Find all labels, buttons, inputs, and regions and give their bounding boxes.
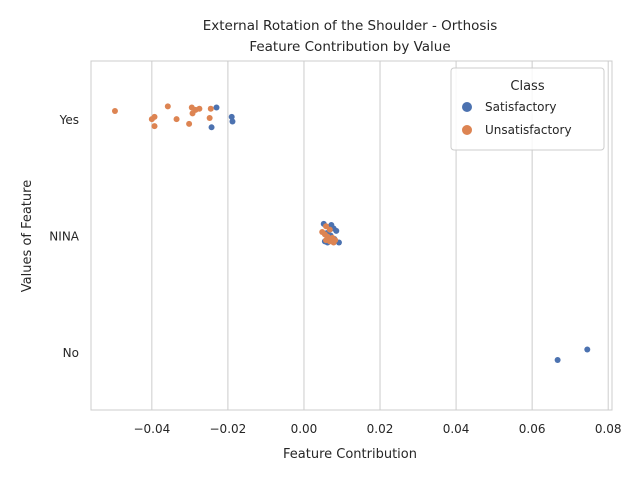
x-axis-label: Feature Contribution: [283, 447, 417, 462]
legend-label: Satisfactory: [485, 100, 557, 114]
data-point: [332, 237, 339, 244]
data-point: [111, 108, 118, 115]
data-point: [228, 113, 235, 120]
data-point: [323, 223, 330, 230]
data-point: [186, 120, 193, 127]
x-tick-label: −0.02: [210, 422, 247, 436]
data-point: [164, 103, 171, 110]
x-tick-label: 0.04: [443, 422, 470, 436]
chart-subtitle: Feature Contribution by Value: [249, 39, 450, 55]
data-point: [554, 356, 561, 363]
legend-title: Class: [510, 79, 544, 94]
x-tick-label: 0.06: [519, 422, 546, 436]
y-tick-label: Yes: [59, 113, 79, 127]
data-point: [584, 346, 591, 353]
data-point: [229, 118, 236, 125]
series-unsatisfactory: [111, 103, 339, 246]
data-point: [151, 123, 158, 130]
legend-marker: [462, 102, 472, 112]
data-point: [196, 105, 203, 112]
data-point: [333, 227, 340, 234]
x-tick-labels: −0.04 −0.02 0.00 0.02 0.04 0.06 0.08: [133, 422, 621, 436]
data-point: [206, 115, 213, 122]
data-point: [189, 110, 196, 117]
legend: Class Satisfactory Unsatisfactory: [450, 67, 605, 151]
data-point: [326, 226, 333, 233]
y-axis-label: Values of Feature: [20, 180, 35, 292]
data-point: [207, 105, 214, 112]
y-tick-label: No: [63, 346, 79, 360]
data-points: [111, 103, 591, 363]
data-point: [213, 104, 220, 111]
legend-label: Unsatisfactory: [485, 123, 572, 137]
legend-box: [450, 67, 605, 151]
y-tick-labels: Yes NINA No: [49, 113, 79, 360]
x-tick-label: 0.00: [291, 422, 318, 436]
axes-frame: [90, 60, 613, 411]
x-tick-label: 0.08: [595, 422, 622, 436]
x-tick-label: −0.04: [133, 422, 170, 436]
data-point: [208, 124, 215, 131]
legend-marker: [462, 125, 472, 135]
data-point: [173, 116, 180, 123]
data-point: [148, 116, 155, 123]
x-tick-label: 0.02: [367, 422, 394, 436]
chart-title: External Rotation of the Shoulder - Orth…: [203, 18, 497, 34]
y-tick-label: NINA: [49, 230, 79, 244]
